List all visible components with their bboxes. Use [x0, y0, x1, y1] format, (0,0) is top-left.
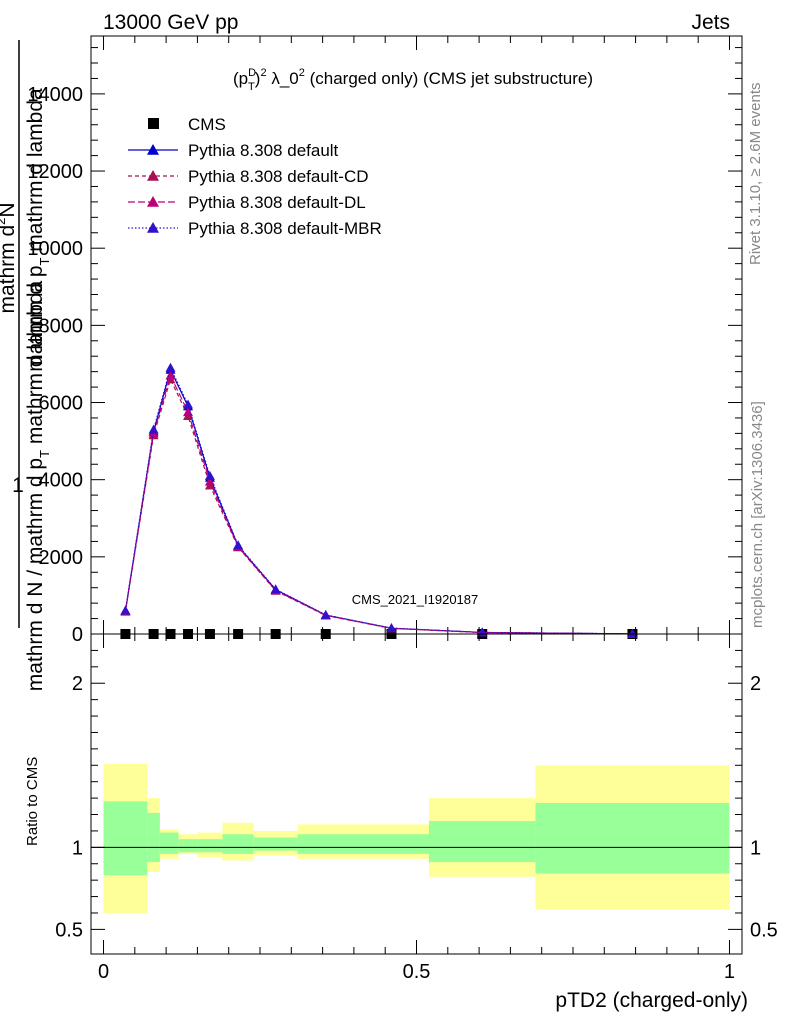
legend-marker-cms [148, 118, 159, 129]
ratio-tick-label: 2 [72, 673, 83, 695]
y-label-numerator-a: mathrm d2N [0, 202, 19, 313]
ratio-band-inner [147, 812, 160, 863]
series-marker [270, 584, 281, 594]
legend-marker [147, 196, 159, 207]
x-tick-labels: 0 0.5 1 [98, 961, 735, 983]
y-tick-label: 6000 [39, 393, 84, 415]
main-tick-labels: 0 2000 4000 6000 8000 10000 12000 14000 [27, 84, 83, 646]
ratio-y-label: Ratio to CMS [24, 757, 41, 846]
series-marker [386, 623, 397, 633]
ratio-tick-label-right: 2 [750, 673, 761, 695]
y-tick-label: 8000 [39, 315, 84, 337]
ratio-tick-label: 0.5 [55, 919, 83, 941]
series-marker [204, 476, 215, 486]
y-tick-label: 14000 [27, 84, 83, 106]
header-left: 13000 GeV pp [103, 11, 238, 34]
ratio-band-inner [197, 839, 223, 853]
y-tick-label: 12000 [27, 161, 83, 183]
series-marker [120, 605, 131, 615]
legend-label: Pythia 8.308 default-DL [188, 193, 366, 212]
x-tick-label: 0 [98, 961, 109, 983]
ratio-band-inner [253, 837, 298, 851]
legend-label: Pythia 8.308 default-CD [188, 167, 369, 186]
mcplots-label: mcplots.cern.ch [arXiv:1306.3436] [749, 401, 766, 628]
title-rest: λ_0 [271, 69, 298, 88]
series-marker [165, 362, 176, 372]
legend-label: CMS [188, 115, 226, 134]
ratio-tick-label: 1 [72, 837, 83, 859]
legend-label: Pythia 8.308 default [188, 141, 339, 160]
series-marker [320, 609, 331, 619]
series-line [124, 377, 633, 635]
x-tick-label: 1 [724, 961, 735, 983]
title-sup-d: D [248, 67, 256, 79]
series-marker [165, 370, 176, 380]
x-axis-label: pTD2 (charged-only) [555, 989, 748, 1012]
main-panel: 0 2000 4000 6000 8000 10000 12000 14000 CMS_202… [27, 35, 743, 646]
legend-marker [147, 222, 159, 233]
ratio-band-inner [178, 839, 198, 853]
series-marker [204, 470, 215, 480]
legend: CMS Pythia 8.308 default Pythia 8.308 defa… [128, 115, 382, 238]
y-tick-label: 0 [72, 624, 83, 646]
ratio-tick-labels: 0.5 0.5 1 1 2 2 [55, 673, 778, 941]
ratio-panel: 0.5 0.5 1 1 2 2 Ratio to CMS [24, 633, 778, 955]
title-sub-t: T [248, 81, 255, 93]
title-sup-2b: 2 [299, 67, 305, 79]
legend-label: Pythia 8.308 default-MBR [188, 219, 382, 238]
series-marker [183, 399, 194, 409]
y-axis-label: 1 mathrm d2N mathrm d pT mathrm d lambda… [0, 40, 52, 691]
ratio-band-inner [159, 832, 179, 854]
ratio-tick-label-right: 0.5 [750, 919, 778, 941]
ratio-band-inner [535, 803, 730, 874]
y-tick-label: 10000 [27, 238, 83, 260]
series-marker [627, 628, 638, 638]
x-tick-label: 0.5 [403, 961, 431, 983]
rivet-label: Rivet 3.1.10, ≥ 2.6M events [747, 83, 764, 266]
y-tick-label: 4000 [39, 470, 84, 492]
ratio-band-inner [429, 821, 536, 863]
title-suffix: (charged only) (CMS jet substructure) [310, 69, 593, 88]
series-marker [233, 540, 244, 550]
series-marker [148, 424, 159, 434]
ratio-tick-label-right: 1 [750, 837, 761, 859]
ratio-band-inner [222, 834, 254, 854]
header-right: Jets [691, 11, 730, 34]
title-prefix: (p [233, 69, 248, 88]
y-label-denominator-b: mathrm d pT mathrm d lambda [24, 88, 52, 372]
ratio-ticks [91, 634, 742, 954]
title-sup-2: 2 [260, 67, 266, 79]
y-label-one: 1 [12, 474, 24, 497]
legend-marker [147, 170, 159, 181]
plot-title: (pD T)2 λ_02 (charged only) (CMS jet subs… [233, 67, 593, 93]
ratio-band-inner [103, 801, 148, 876]
watermark: CMS_2021_I1920187 [352, 592, 479, 607]
series-line [124, 366, 633, 635]
y-tick-label: 2000 [39, 547, 84, 569]
ratio-band-inner [297, 834, 430, 854]
ratio-bands [103, 763, 730, 913]
y-label-left-full: mathrm d N / mathrm d pT mathrm d lambda [24, 280, 52, 691]
legend-marker [147, 144, 159, 155]
